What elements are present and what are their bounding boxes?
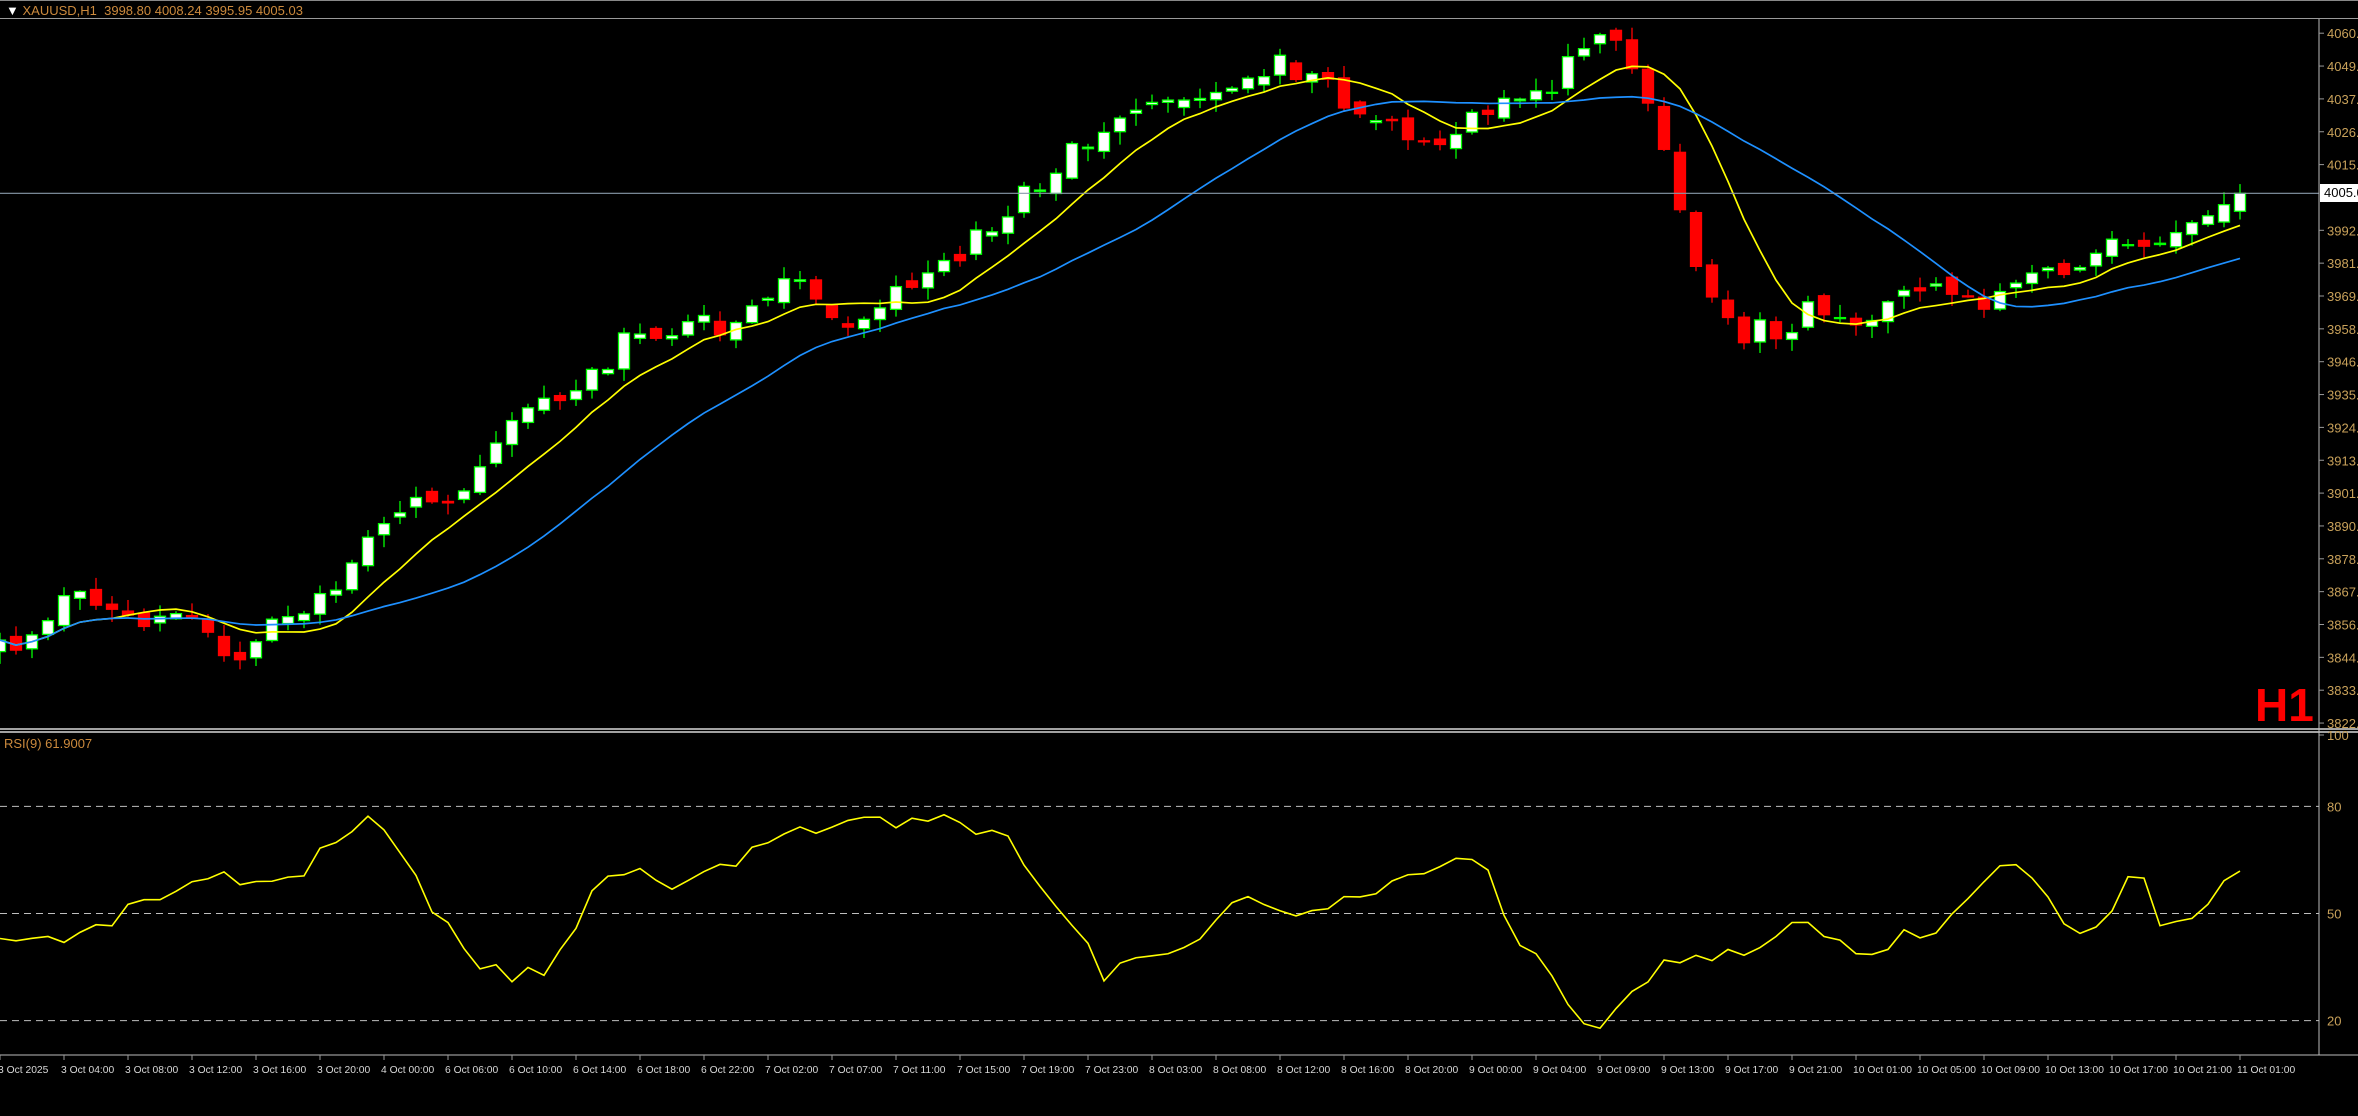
svg-text:50: 50 <box>2327 907 2341 922</box>
svg-text:6 Oct 10:00: 6 Oct 10:00 <box>509 1065 563 1076</box>
svg-text:3901.60: 3901.60 <box>2327 486 2358 501</box>
svg-text:3 Oct 08:00: 3 Oct 08:00 <box>125 1065 179 1076</box>
svg-text:11 Oct 01:00: 11 Oct 01:00 <box>2237 1065 2295 1076</box>
svg-text:9 Oct 04:00: 9 Oct 04:00 <box>1533 1065 1587 1076</box>
svg-text:3878.80: 3878.80 <box>2327 552 2358 567</box>
svg-text:8 Oct 08:00: 8 Oct 08:00 <box>1213 1065 1267 1076</box>
svg-text:3935.50: 3935.50 <box>2327 388 2358 403</box>
svg-text:6 Oct 14:00: 6 Oct 14:00 <box>573 1065 627 1076</box>
svg-text:80: 80 <box>2327 799 2341 814</box>
svg-text:3867.40: 3867.40 <box>2327 585 2358 600</box>
svg-text:3969.70: 3969.70 <box>2327 289 2358 304</box>
svg-text:3 Oct 20:00: 3 Oct 20:00 <box>317 1065 371 1076</box>
svg-text:7 Oct 15:00: 7 Oct 15:00 <box>957 1065 1011 1076</box>
svg-text:8 Oct 12:00: 8 Oct 12:00 <box>1277 1065 1331 1076</box>
svg-text:10 Oct 17:00: 10 Oct 17:00 <box>2109 1065 2168 1076</box>
svg-text:4 Oct 00:00: 4 Oct 00:00 <box>381 1065 435 1076</box>
svg-text:7 Oct 19:00: 7 Oct 19:00 <box>1021 1065 1075 1076</box>
svg-text:6 Oct 06:00: 6 Oct 06:00 <box>445 1065 499 1076</box>
svg-text:3958.30: 3958.30 <box>2327 322 2358 337</box>
svg-text:4060.60: 4060.60 <box>2327 26 2358 41</box>
svg-text:10 Oct 21:00: 10 Oct 21:00 <box>2173 1065 2232 1076</box>
svg-text:3924.10: 3924.10 <box>2327 420 2358 435</box>
svg-text:7 Oct 02:00: 7 Oct 02:00 <box>765 1065 819 1076</box>
svg-text:100: 100 <box>2327 728 2349 743</box>
svg-text:7 Oct 23:00: 7 Oct 23:00 <box>1085 1065 1139 1076</box>
svg-text:10 Oct 05:00: 10 Oct 05:00 <box>1917 1065 1976 1076</box>
svg-text:3981.10: 3981.10 <box>2327 256 2358 271</box>
svg-text:4015.00: 4015.00 <box>2327 158 2358 173</box>
svg-text:3833.50: 3833.50 <box>2327 683 2358 698</box>
svg-text:6 Oct 22:00: 6 Oct 22:00 <box>701 1065 755 1076</box>
svg-text:3890.20: 3890.20 <box>2327 519 2358 534</box>
svg-text:10 Oct 01:00: 10 Oct 01:00 <box>1853 1065 1912 1076</box>
svg-text:3822.10: 3822.10 <box>2327 716 2358 731</box>
svg-text:10 Oct 13:00: 10 Oct 13:00 <box>2045 1065 2104 1076</box>
svg-text:3 Oct 16:00: 3 Oct 16:00 <box>253 1065 307 1076</box>
svg-text:3844.90: 3844.90 <box>2327 650 2358 665</box>
svg-text:3 Oct 12:00: 3 Oct 12:00 <box>189 1065 243 1076</box>
svg-text:9 Oct 09:00: 9 Oct 09:00 <box>1597 1065 1651 1076</box>
svg-text:9 Oct 21:00: 9 Oct 21:00 <box>1789 1065 1843 1076</box>
svg-text:9 Oct 00:00: 9 Oct 00:00 <box>1469 1065 1523 1076</box>
svg-text:8 Oct 03:00: 8 Oct 03:00 <box>1149 1065 1203 1076</box>
svg-text:3 Oct 2025: 3 Oct 2025 <box>0 1065 49 1076</box>
svg-text:6 Oct 18:00: 6 Oct 18:00 <box>637 1065 691 1076</box>
svg-text:7 Oct 11:00: 7 Oct 11:00 <box>893 1065 946 1076</box>
svg-text:3946.90: 3946.90 <box>2327 355 2358 370</box>
svg-text:3 Oct 04:00: 3 Oct 04:00 <box>61 1065 115 1076</box>
svg-text:10 Oct 09:00: 10 Oct 09:00 <box>1981 1065 2040 1076</box>
svg-text:8 Oct 20:00: 8 Oct 20:00 <box>1405 1065 1459 1076</box>
svg-text:7 Oct 07:00: 7 Oct 07:00 <box>829 1065 883 1076</box>
svg-text:20: 20 <box>2327 1014 2341 1029</box>
svg-text:3992.50: 3992.50 <box>2327 223 2358 238</box>
svg-text:4026.40: 4026.40 <box>2327 125 2358 140</box>
svg-text:8 Oct 16:00: 8 Oct 16:00 <box>1341 1065 1395 1076</box>
svg-text:3913.00: 3913.00 <box>2327 453 2358 468</box>
svg-text:9 Oct 17:00: 9 Oct 17:00 <box>1725 1065 1779 1076</box>
svg-text:4049.20: 4049.20 <box>2327 59 2358 74</box>
svg-text:3856.00: 3856.00 <box>2327 618 2358 633</box>
svg-text:9 Oct 13:00: 9 Oct 13:00 <box>1661 1065 1715 1076</box>
svg-text:4037.80: 4037.80 <box>2327 92 2358 107</box>
